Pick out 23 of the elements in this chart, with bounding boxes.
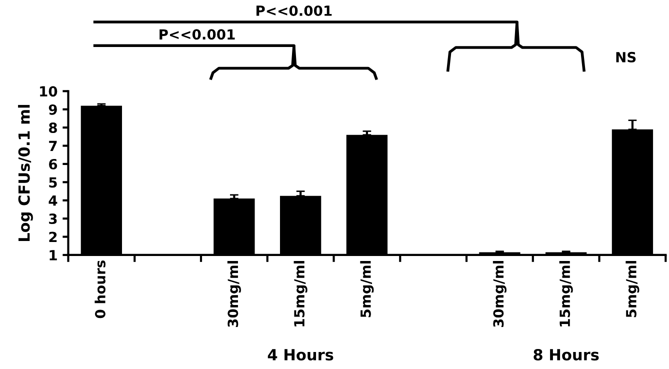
y-tick-label: 1 bbox=[50, 250, 57, 260]
x-tick-label: 15mg/ml bbox=[294, 261, 308, 326]
y-tick-label: 3 bbox=[49, 214, 57, 224]
text: 8 Hours bbox=[534, 348, 599, 361]
x-tick-label: 15mg/ml bbox=[559, 261, 573, 326]
y-tick-label: 6 bbox=[49, 158, 58, 170]
x-tick-label: 5mg/ml bbox=[360, 261, 374, 318]
text: P<<0.001 bbox=[256, 5, 332, 16]
y-tick-label: 9 bbox=[48, 104, 57, 115]
y-tick-label: 5 bbox=[49, 177, 57, 188]
text: 4 Hours bbox=[268, 349, 334, 361]
y-tick-label: 8 bbox=[49, 122, 57, 134]
y-tick-label: 7 bbox=[49, 140, 57, 152]
x-tick-label: 30mg/ml bbox=[492, 261, 506, 327]
y-tick-label: 10 bbox=[40, 86, 58, 97]
text: NS bbox=[616, 52, 636, 62]
y-tick-label: 2 bbox=[49, 232, 57, 242]
x-tick-label: 5mg/ml bbox=[626, 261, 640, 318]
y-tick-label: 4 bbox=[48, 196, 58, 206]
x-tick-label: 0 hours bbox=[94, 260, 106, 318]
text: P<<0.001 bbox=[160, 29, 235, 40]
x-tick-label: 30mg/ml bbox=[227, 261, 241, 327]
y-axis-title: Log CFUs/0.1 ml bbox=[18, 104, 33, 242]
